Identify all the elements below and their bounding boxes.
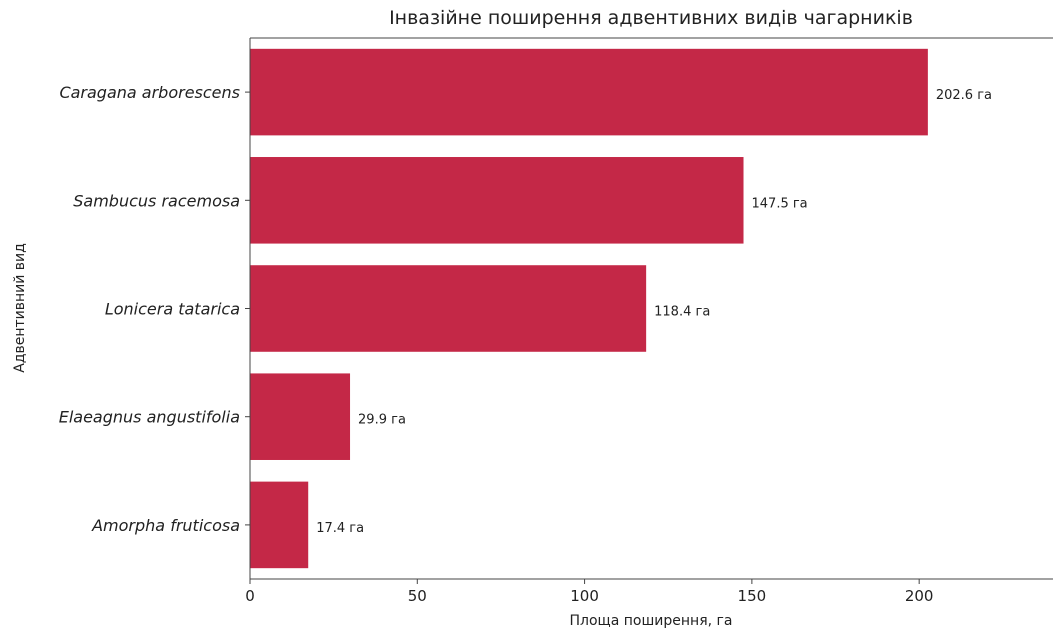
x-tick-label: 0	[245, 587, 255, 605]
bar	[250, 265, 647, 352]
bar-value-label: 17.4 га	[316, 521, 364, 536]
chart-title: Інвазійне поширення адвентивних видів ча…	[389, 7, 913, 29]
x-ticks-layer: 0 50 100 150 200	[245, 579, 933, 605]
bar	[250, 373, 351, 460]
category-label: Amorpha fruticosa	[91, 516, 240, 535]
x-tick-label: 150	[738, 587, 767, 605]
bars-layer: 202.6 га Caragana arborescens 147.5 га Samb…	[59, 48, 992, 569]
y-axis-label: Адвентивний вид	[12, 243, 28, 373]
bar	[250, 48, 928, 136]
bar-value-label: 29.9 га	[358, 413, 406, 428]
category-label: Sambucus racemosa	[73, 191, 240, 210]
category-label: Lonicera tatarica	[105, 300, 240, 319]
category-label: Caragana arborescens	[59, 83, 240, 102]
x-axis-label: Площа поширення, га	[570, 613, 733, 629]
bar-value-label: 147.5 га	[752, 196, 808, 211]
bar	[250, 481, 309, 569]
category-label: Elaeagnus angustifolia	[59, 408, 240, 427]
bar-value-label: 202.6 га	[936, 88, 992, 103]
bar	[250, 157, 744, 244]
x-tick-label: 50	[408, 587, 427, 605]
x-tick-label: 100	[570, 587, 599, 605]
x-tick-label: 200	[905, 587, 934, 605]
bar-value-label: 118.4 га	[654, 305, 710, 320]
